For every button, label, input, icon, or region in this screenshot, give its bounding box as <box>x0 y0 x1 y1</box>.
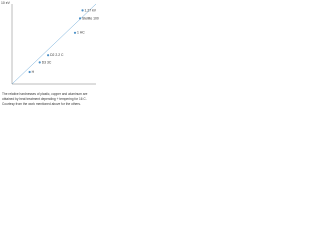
y-axis-label: 10 eV <box>1 1 11 5</box>
point-label: Stellite 100 <box>82 16 99 20</box>
point-label: 1.27 kV <box>85 8 97 12</box>
point-label: 1 HC <box>77 31 85 35</box>
point <box>28 70 31 74</box>
caption: Courtesy from the work mentioned above f… <box>2 102 81 106</box>
point-label: H <box>32 70 35 74</box>
point <box>38 61 41 64</box>
caption: obtained by heat treatment depending + t… <box>2 97 87 101</box>
chart: 10 eV 1.27 kV Stellite 100 1 HC D2 2.2 C D3 … <box>1 1 99 106</box>
point <box>78 17 82 20</box>
caption: The relative hardnesses of plastic, copp… <box>2 92 88 96</box>
point-label: D3 3C <box>42 60 52 64</box>
point <box>73 31 77 34</box>
trend-line <box>11 3 97 85</box>
point <box>81 9 84 12</box>
point <box>47 54 50 57</box>
point-label: D2 2.2 C <box>50 53 64 57</box>
